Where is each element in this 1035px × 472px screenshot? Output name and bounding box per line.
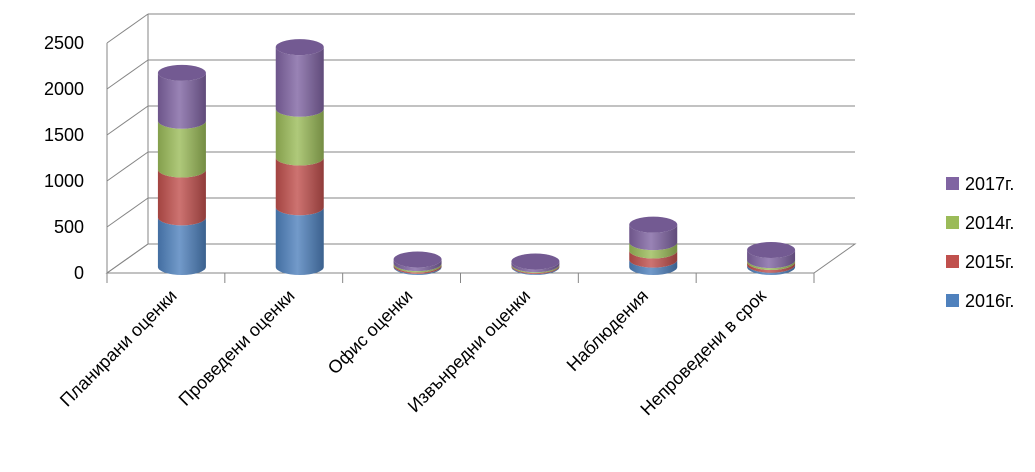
y-tick-label: 1000 (44, 171, 84, 191)
bar-segment (275, 108, 324, 166)
bars (157, 39, 796, 275)
gridline-side (106, 105, 149, 136)
gridline-side (106, 197, 149, 228)
bar-segment (393, 264, 442, 274)
bar-stack (511, 253, 560, 275)
bar-segment (157, 169, 206, 226)
plot-area (105, 13, 857, 274)
bar-segment (747, 264, 796, 275)
gridline-side (106, 151, 149, 182)
legend-item: 2017г. (946, 174, 1014, 194)
bar-segment (629, 242, 678, 259)
bar-segment (629, 259, 678, 275)
legend-label: 2017г. (965, 174, 1014, 194)
y-tick-label: 2500 (44, 33, 84, 53)
bar-segment (393, 263, 442, 273)
bar-cap (511, 253, 560, 270)
legend-swatch (946, 294, 959, 307)
bar-stack (629, 216, 678, 275)
legend: 2017г. 2014г. 2015г. 2016г. (946, 174, 1014, 311)
bar-cap (157, 64, 206, 81)
legend-swatch (946, 177, 959, 190)
bar-segment (157, 120, 206, 178)
bar-cap (629, 216, 678, 233)
legend-swatch (946, 255, 959, 268)
bar-segment (747, 261, 796, 273)
legend-label: 2014г. (965, 213, 1014, 233)
bar-cap (747, 241, 796, 258)
legend-label: 2015г. (965, 252, 1014, 272)
floor (105, 243, 857, 274)
y-tick-label: 2000 (44, 79, 84, 99)
legend-item: 2014г. (946, 213, 1014, 233)
y-tick-label: 0 (74, 263, 84, 283)
bar-segment (629, 224, 678, 251)
axes (106, 43, 815, 283)
bar-segment (629, 250, 678, 268)
bar-stack (747, 241, 796, 275)
bar-segment (275, 207, 324, 275)
x-tick-label: Проведени оценки (175, 286, 299, 410)
x-tick-label: Офис оценки (324, 286, 417, 379)
bar-segment (275, 47, 324, 117)
bar-segment (157, 72, 206, 129)
gridline-side (106, 59, 149, 90)
bar-cap (393, 251, 442, 268)
bar-stack (157, 64, 206, 275)
y-tick-label: 1500 (44, 125, 84, 145)
legend-item: 2015г. (946, 252, 1014, 272)
bar-stack (275, 39, 324, 275)
bar-segment (393, 259, 442, 272)
bar-segment (747, 260, 796, 270)
bar-segment (275, 157, 324, 216)
x-tick-label: Извънредни оценки (404, 286, 534, 416)
x-tick-label: Планирани оценки (56, 286, 181, 411)
bar-segment (511, 261, 560, 273)
bar-segment (747, 249, 796, 269)
bar-segment (157, 217, 206, 275)
legend-swatch (946, 216, 959, 229)
bar-cap (275, 39, 324, 56)
legend-item: 2016г. (946, 291, 1014, 311)
y-tick-label: 500 (54, 217, 84, 237)
x-tick-label: Непроведени в срок (636, 286, 770, 420)
legend-label: 2016г. (965, 291, 1014, 311)
x-tick-label: Наблюдения (563, 286, 652, 375)
bar-stack (393, 251, 442, 275)
gridline-side (106, 13, 149, 44)
